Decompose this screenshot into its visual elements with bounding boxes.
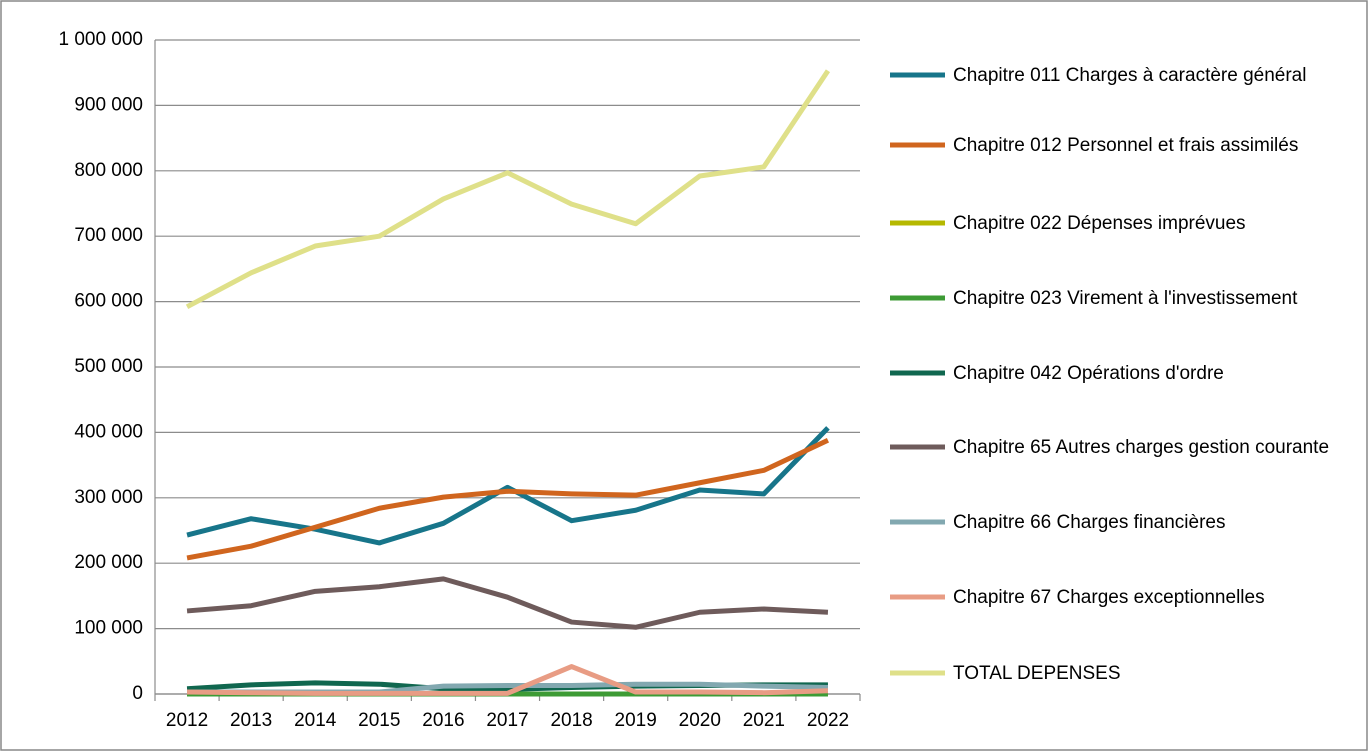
series-line [185, 69, 831, 310]
y-tick-label: 100 000 [74, 618, 143, 639]
x-tick-label: 2012 [166, 710, 208, 731]
x-tick-label: 2020 [679, 710, 721, 731]
x-tick-label: 2016 [422, 710, 464, 731]
legend-label: Chapitre 042 Opérations d'ordre [953, 362, 1224, 384]
y-tick-label: 300 000 [74, 487, 143, 508]
series-line [186, 576, 829, 630]
legend-label: Chapitre 012 Personnel et frais assimilé… [953, 134, 1299, 156]
y-tick-label: 800 000 [74, 160, 143, 181]
y-tick-label: 200 000 [74, 552, 143, 573]
legend-label: Chapitre 022 Dépenses imprévues [953, 212, 1246, 234]
x-tick-label: 2013 [230, 710, 272, 731]
legend-label: Chapitre 011 Charges à caractère général [953, 64, 1307, 86]
x-tick-label: 2022 [807, 710, 849, 731]
legend-label: Chapitre 023 Virement à l'investissement [953, 287, 1298, 309]
legend-label: TOTAL DEPENSES [953, 662, 1121, 684]
legend-label: Chapitre 67 Charges exceptionnelles [953, 586, 1265, 608]
legend-label: Chapitre 65 Autres charges gestion coura… [953, 436, 1330, 458]
x-tick-label: 2018 [550, 710, 592, 731]
x-tick-label: 2019 [615, 710, 657, 731]
y-tick-label: 0 [132, 683, 143, 704]
y-tick-label: 500 000 [74, 356, 143, 377]
y-tick-label: 900 000 [74, 94, 143, 115]
x-tick-label: 2015 [358, 710, 400, 731]
legend-label: Chapitre 66 Charges financières [953, 511, 1226, 533]
y-tick-label: 1 000 000 [58, 29, 143, 50]
x-tick-label: 2021 [743, 710, 785, 731]
y-tick-label: 700 000 [74, 225, 143, 246]
series-line [186, 426, 830, 546]
series-line [187, 664, 829, 696]
y-tick-label: 400 000 [74, 421, 143, 442]
x-tick-label: 2014 [294, 710, 337, 731]
x-tick-label: 2017 [486, 710, 528, 731]
series-line [186, 437, 830, 561]
y-tick-label: 600 000 [74, 291, 143, 312]
